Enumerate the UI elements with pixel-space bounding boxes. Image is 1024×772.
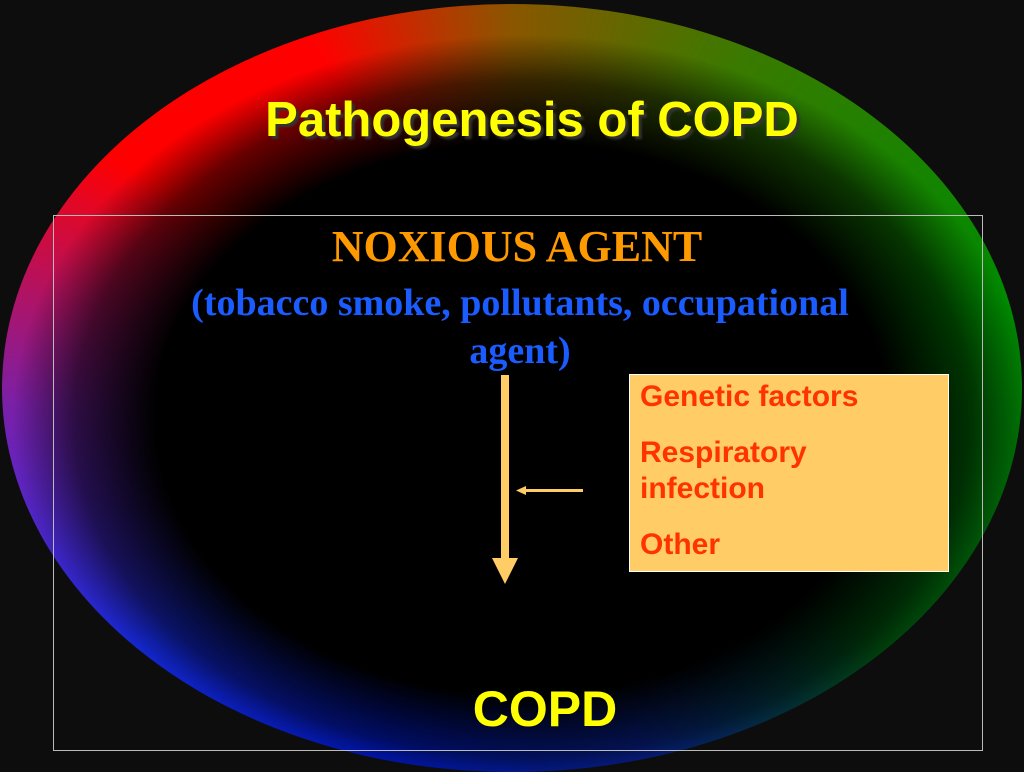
factor-genetic: Genetic factors <box>640 380 859 413</box>
main-down-arrow <box>492 375 518 584</box>
slide-title: Pathogenesis of COPD <box>265 93 799 147</box>
factors-box: Genetic factors Respiratory infection Ot… <box>629 374 949 572</box>
factor-left-arrow <box>516 486 583 495</box>
outcome-label: COPD <box>472 681 618 737</box>
agent-examples: (tobacco smoke, pollutants, occupational… <box>120 279 920 375</box>
factor-other: Other <box>640 528 721 561</box>
factor-respiratory-infection: Respiratory infection <box>640 436 807 505</box>
content-frame <box>53 215 983 751</box>
agent-heading: NOXIOUS AGENT <box>331 222 703 271</box>
agent-examples-line1: (tobacco smoke, pollutants, occupational <box>191 282 849 324</box>
agent-examples-line2: agent) <box>469 330 571 372</box>
